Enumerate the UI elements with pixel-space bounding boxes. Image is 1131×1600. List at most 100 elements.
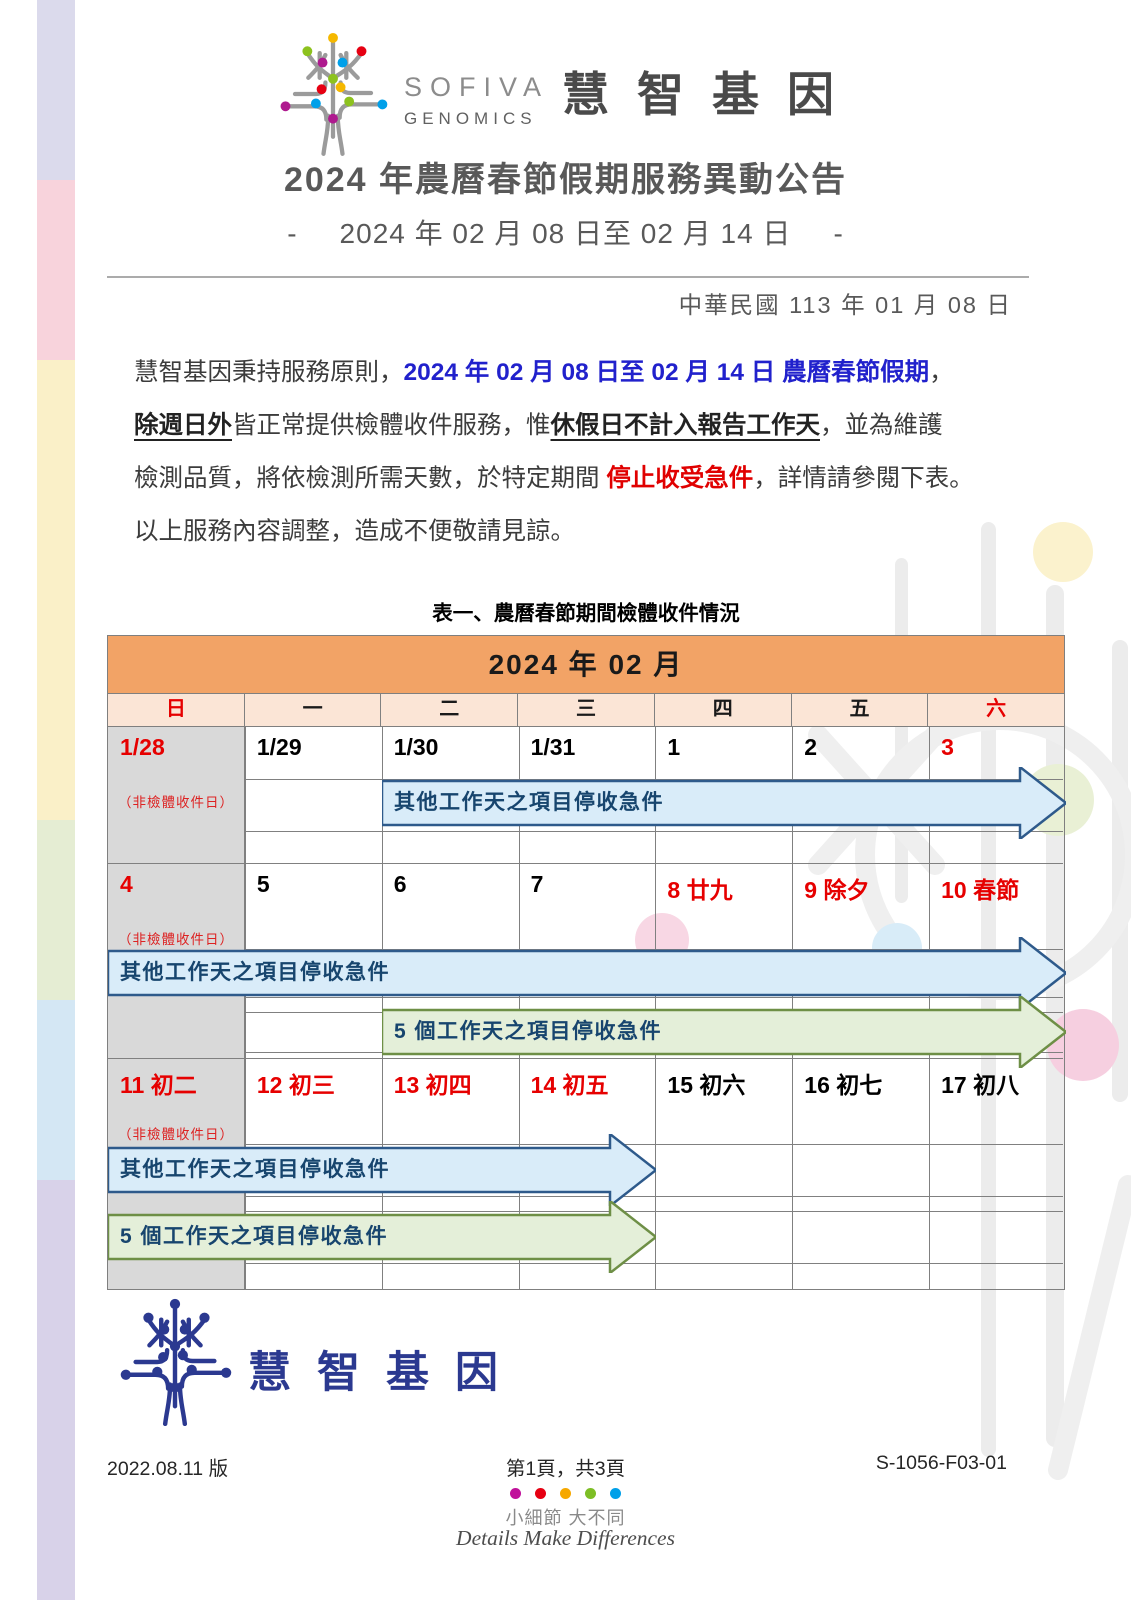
arrow-label: 其他工作天之項目停收急件 bbox=[120, 961, 390, 984]
date-cell-label: 5 bbox=[256, 871, 270, 897]
date-cell-label: 9 除夕 bbox=[804, 877, 870, 903]
page-title: 2024 年農曆春節假期服務異動公告 bbox=[283, 161, 848, 199]
arrow-label: 其他工作天之項目停收急件 bbox=[394, 791, 664, 814]
date-cell-label: 16 初七 bbox=[804, 1072, 883, 1098]
date-cell-label: 2 bbox=[804, 734, 818, 760]
document-code: S-1056-F03-01 bbox=[875, 1452, 1007, 1474]
body-line: 慧智基因秉持服務原則，2024 年 02 月 08 日至 02 月 14 日 農… bbox=[134, 346, 1030, 399]
day-header-cell: 五 bbox=[792, 694, 929, 726]
side-strip-segment bbox=[37, 1180, 75, 1600]
side-strip-segment bbox=[37, 820, 75, 1000]
date-range-text: 2024 年 02 月 08 日至 02 月 14 日 bbox=[339, 218, 792, 249]
row-divider bbox=[245, 949, 1063, 950]
row-divider bbox=[245, 1263, 1063, 1264]
date-cell-label: 4 bbox=[120, 871, 133, 897]
brand-dot bbox=[535, 1488, 546, 1499]
body-text-segment: 慧智基因秉持服務原則， bbox=[134, 359, 404, 386]
footer-brand-name: 慧智基因 bbox=[248, 1349, 524, 1397]
suspension-arrow-blue: 其他工作天之項目停收急件 bbox=[382, 767, 1066, 839]
column-divider bbox=[244, 727, 246, 863]
day-header-cell: 三 bbox=[518, 694, 655, 726]
suspension-arrow-green: 5 個工作天之項目停收急件 bbox=[108, 1201, 656, 1273]
body-text-segment: ， bbox=[929, 359, 954, 386]
row-divider bbox=[245, 1144, 1063, 1145]
footer-tree-logo bbox=[120, 1298, 232, 1426]
date-cell-label: 11 初二 bbox=[120, 1072, 197, 1098]
holiday-date-range: - 2024 年 02 月 08 日至 02 月 14 日 - bbox=[0, 212, 1131, 252]
day-header-cell: 六 bbox=[986, 698, 1007, 720]
roc-issue-date: 中華民國 113 年 01 月 08 日 bbox=[678, 292, 1012, 318]
body-text-segment: 2024 年 02 月 08 日至 02 月 14 日 農曆春節假期 bbox=[403, 359, 930, 386]
header-divider bbox=[107, 276, 1029, 278]
date-cell-label: 1/29 bbox=[256, 734, 302, 760]
arrow-label: 5 個工作天之項目停收急件 bbox=[120, 1225, 389, 1248]
day-header-cell: 二 bbox=[381, 694, 519, 726]
date-cell-label: 1/31 bbox=[530, 734, 576, 760]
row-divider bbox=[245, 1211, 1063, 1212]
row-divider bbox=[245, 779, 1063, 780]
non-collection-note: （非檢體收件日） bbox=[118, 795, 234, 810]
arrow-label: 5 個工作天之項目停收急件 bbox=[394, 1020, 663, 1043]
body-text-segment: 檢測品質，將依檢測所需天數，於特定期間 bbox=[134, 465, 607, 492]
side-strip-segment bbox=[37, 1000, 75, 1180]
date-cell-label: 15 初六 bbox=[667, 1072, 746, 1098]
brand-name-chinese: 慧智基因 bbox=[562, 68, 862, 121]
brand-dot bbox=[560, 1488, 571, 1499]
page-number: 第1頁，共3頁 bbox=[505, 1458, 626, 1480]
side-strip-segment bbox=[37, 0, 75, 180]
non-collection-day-column bbox=[108, 727, 245, 863]
body-text-segment: 停止收受急件 bbox=[606, 465, 754, 492]
date-cell-label: 14 初五 bbox=[530, 1072, 609, 1098]
date-cell-label: 12 初三 bbox=[256, 1072, 335, 1098]
calendar-body: 1/28 （非檢體收件日） 1/29 1/30 1/31 1 2 3 4 （非檢體收件日） 5 6 7… bbox=[108, 727, 1066, 1289]
column-divider bbox=[792, 1059, 794, 1289]
body-text-segment: 皆正常提供檢體收件服務，惟 bbox=[232, 412, 551, 439]
body-text-segment: 除週日外 bbox=[134, 412, 232, 439]
suspension-arrow-blue: 其他工作天之項目停收急件 bbox=[108, 937, 1066, 1009]
day-header-cell: 一 bbox=[245, 694, 382, 726]
brand-name-genomics: GENOMICS bbox=[404, 109, 537, 128]
non-collection-note: （非檢體收件日） bbox=[118, 932, 234, 947]
non-collection-note: （非檢體收件日） bbox=[118, 1127, 234, 1142]
day-header-cell: 日 bbox=[108, 694, 245, 726]
body-line: 檢測品質，將依檢測所需天數，於特定期間 停止收受急件，詳情請參閱下表。 bbox=[134, 452, 1030, 505]
calendar-table: 2024 年 02 月 日一二三四五 六 1/28 （非檢體收件日） 1/29 1/30… bbox=[107, 635, 1066, 1290]
date-cell-label: 8 廿九 bbox=[667, 877, 733, 903]
body-text-segment: 以上服務內容調整，造成不便敬請見諒。 bbox=[134, 518, 575, 545]
date-cell-label: 7 bbox=[530, 871, 544, 897]
date-cell-label: 6 bbox=[393, 871, 407, 897]
table-caption: 表一、農曆春節期間檢體收件情況 bbox=[432, 602, 740, 625]
arrow-label: 其他工作天之項目停收急件 bbox=[120, 1158, 390, 1181]
date-cell-label: 1/30 bbox=[393, 734, 439, 760]
date-cell-label: 3 bbox=[941, 734, 954, 760]
dash-right: - bbox=[833, 218, 844, 249]
row-divider bbox=[245, 1196, 1063, 1197]
day-header-cell: 四 bbox=[655, 694, 792, 726]
body-line: 除週日外皆正常提供檢體收件服務，惟休假日不計入報告工作天，並為維護 bbox=[134, 399, 1030, 452]
brand-dot bbox=[610, 1488, 621, 1499]
body-text-segment: ，詳情請參閱下表。 bbox=[753, 465, 974, 492]
slogan-english: Details Make Differences bbox=[456, 1526, 675, 1550]
day-of-week-header-row: 日一二三四五 六 bbox=[108, 694, 1064, 727]
announcement-body: 慧智基因秉持服務原則，2024 年 02 月 08 日至 02 月 14 日 農… bbox=[134, 346, 1030, 558]
body-text-segment: 休假日不計入報告工作天 bbox=[550, 412, 821, 439]
body-text-segment: ，並為維護 bbox=[820, 412, 943, 439]
row-divider bbox=[245, 831, 1063, 832]
suspension-arrow-green: 5 個工作天之項目停收急件 bbox=[382, 996, 1066, 1068]
brand-name-english: SOFIVA GENOMICS bbox=[404, 72, 549, 129]
brand-name-sofiva: SOFIVA bbox=[404, 72, 550, 102]
suspension-arrow-blue: 其他工作天之項目停收急件 bbox=[108, 1134, 656, 1206]
column-divider bbox=[929, 1059, 931, 1289]
body-line: 以上服務內容調整，造成不便敬請見諒。 bbox=[134, 505, 1030, 558]
side-strip-segment bbox=[37, 180, 75, 360]
date-cell-label: 1/28 bbox=[120, 734, 165, 760]
date-cell-label: 1 bbox=[667, 734, 681, 760]
row-divider bbox=[245, 997, 1063, 998]
brand-dot bbox=[510, 1488, 521, 1499]
document-version: 2022.08.11 版 bbox=[107, 1458, 229, 1480]
date-cell-label: 17 初八 bbox=[941, 1072, 1020, 1098]
dash-left: - bbox=[287, 218, 298, 249]
column-divider bbox=[655, 1059, 657, 1289]
brand-dot bbox=[585, 1488, 596, 1499]
